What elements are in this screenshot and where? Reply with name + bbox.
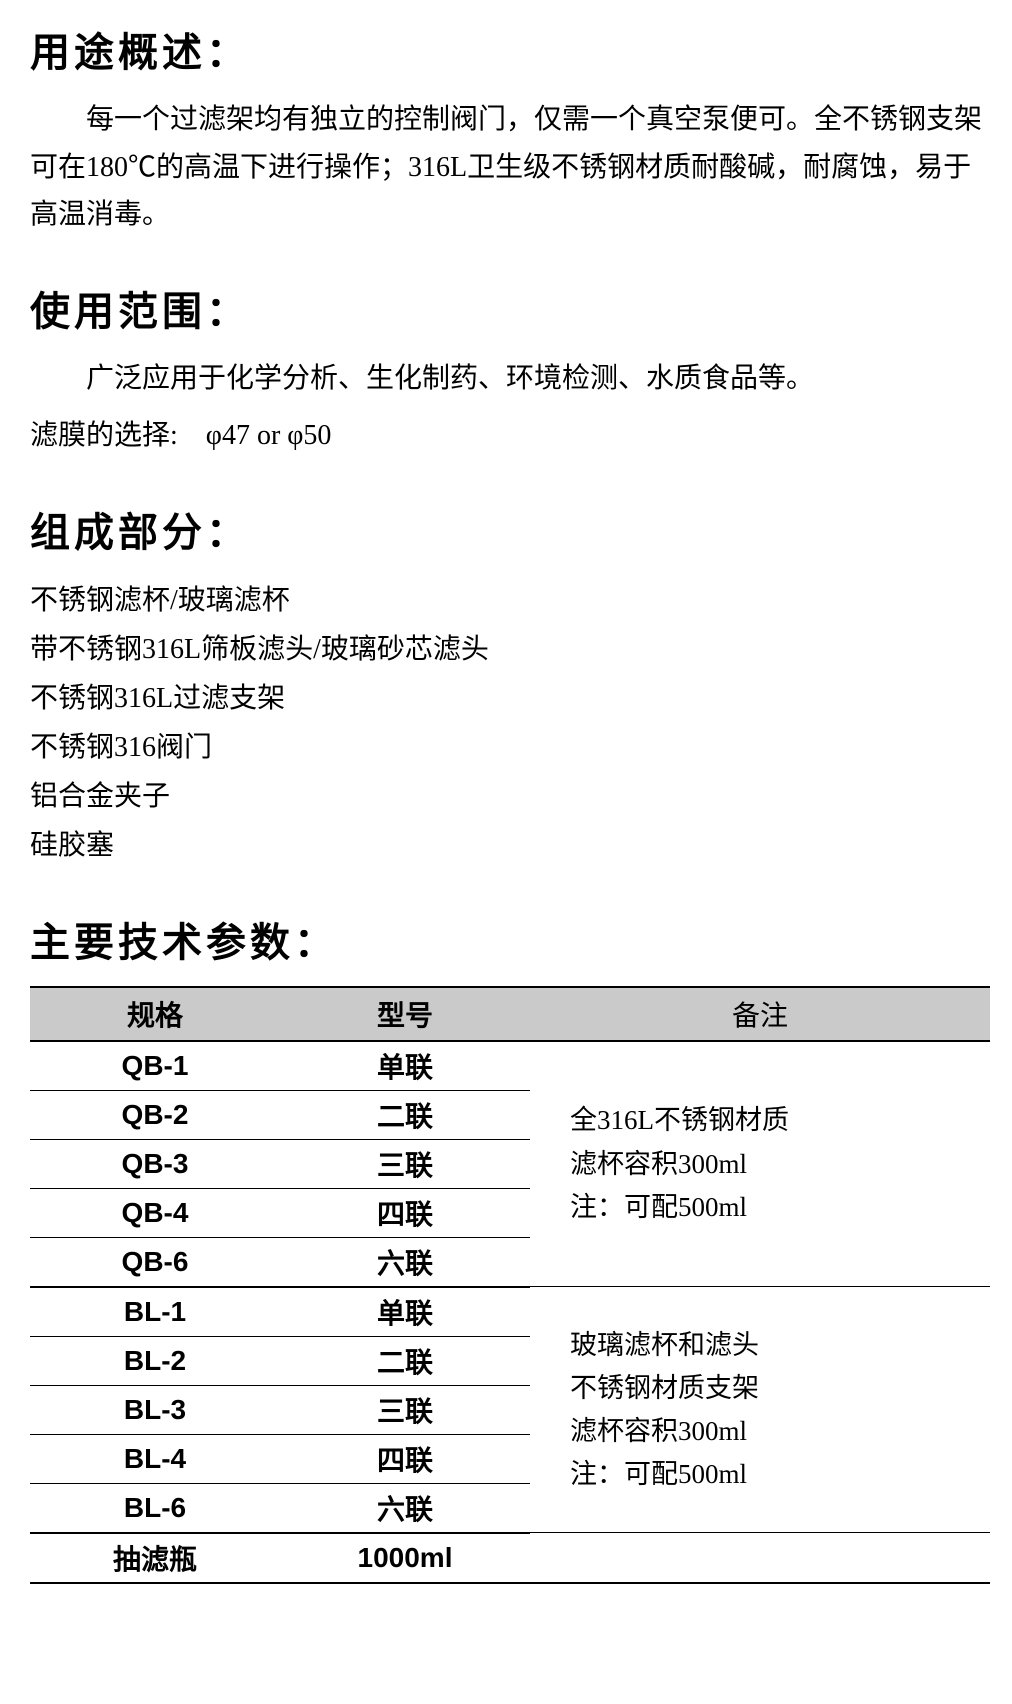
cell-spec: QB-2 <box>30 1090 280 1139</box>
scope-title: 使用范围： <box>30 279 982 337</box>
cell-spec: BL-6 <box>30 1483 280 1533</box>
cell-spec: BL-4 <box>30 1434 280 1483</box>
scope-section: 使用范围： 广泛应用于化学分析、生化制药、环境检测、水质食品等。 滤膜的选择: … <box>30 279 982 460</box>
note-cell-group1: 全316L不锈钢材质 滤杯容积300ml 注：可配500ml <box>530 1041 990 1287</box>
cell-spec: BL-1 <box>30 1287 280 1337</box>
specs-title: 主要技术参数： <box>30 910 982 968</box>
table-header-row: 规格 型号 备注 <box>30 987 990 1041</box>
table-row: 抽滤瓶 1000ml <box>30 1533 990 1583</box>
cell-spec: 抽滤瓶 <box>30 1533 280 1583</box>
specs-section: 主要技术参数： 规格 型号 备注 QB-1 单联 全316L不锈钢材质 滤杯容积… <box>30 910 982 1584</box>
cell-spec: QB-3 <box>30 1139 280 1188</box>
components-title: 组成部分： <box>30 500 982 558</box>
cell-spec: BL-3 <box>30 1385 280 1434</box>
specs-table: 规格 型号 备注 QB-1 单联 全316L不锈钢材质 滤杯容积300ml 注：… <box>30 986 990 1584</box>
note-line: 注：可配500ml <box>570 1459 747 1489</box>
note-line: 滤杯容积300ml <box>570 1416 747 1446</box>
component-item: 铝合金夹子 <box>30 772 982 821</box>
header-note: 备注 <box>530 987 990 1041</box>
component-item: 带不锈钢316L筛板滤头/玻璃砂芯滤头 <box>30 625 982 674</box>
cell-model: 六联 <box>280 1483 530 1533</box>
scope-text1: 广泛应用于化学分析、生化制药、环境检测、水质食品等。 <box>30 355 982 403</box>
overview-section: 用途概述： 每一个过滤架均有独立的控制阀门，仅需一个真空泵便可。全不锈钢支架可在… <box>30 20 982 239</box>
cell-spec: QB-6 <box>30 1237 280 1287</box>
cell-model: 单联 <box>280 1041 530 1091</box>
component-item: 不锈钢滤杯/玻璃滤杯 <box>30 576 982 625</box>
cell-model: 三联 <box>280 1385 530 1434</box>
header-model: 型号 <box>280 987 530 1041</box>
cell-spec: BL-2 <box>30 1336 280 1385</box>
cell-model: 二联 <box>280 1090 530 1139</box>
components-section: 组成部分： 不锈钢滤杯/玻璃滤杯 带不锈钢316L筛板滤头/玻璃砂芯滤头 不锈钢… <box>30 500 982 870</box>
cell-spec: QB-4 <box>30 1188 280 1237</box>
cell-model: 四联 <box>280 1188 530 1237</box>
component-item: 不锈钢316L过滤支架 <box>30 674 982 723</box>
cell-model: 单联 <box>280 1287 530 1337</box>
cell-model: 二联 <box>280 1336 530 1385</box>
note-line: 玻璃滤杯和滤头 <box>570 1330 759 1360</box>
cell-spec: QB-1 <box>30 1041 280 1091</box>
component-item: 不锈钢316阀门 <box>30 723 982 772</box>
overview-text: 每一个过滤架均有独立的控制阀门，仅需一个真空泵便可。全不锈钢支架可在180℃的高… <box>30 96 982 239</box>
table-row: BL-1 单联 玻璃滤杯和滤头 不锈钢材质支架 滤杯容积300ml 注：可配50… <box>30 1287 990 1337</box>
cell-model: 1000ml <box>280 1533 530 1583</box>
scope-text2: 滤膜的选择: φ47 or φ50 <box>30 412 982 460</box>
cell-model: 四联 <box>280 1434 530 1483</box>
note-line: 不锈钢材质支架 <box>570 1373 759 1403</box>
table-row: QB-1 单联 全316L不锈钢材质 滤杯容积300ml 注：可配500ml <box>30 1041 990 1091</box>
header-spec: 规格 <box>30 987 280 1041</box>
note-line: 注：可配500ml <box>570 1192 747 1222</box>
note-line: 全316L不锈钢材质 <box>570 1105 789 1135</box>
cell-model: 六联 <box>280 1237 530 1287</box>
note-cell-group2: 玻璃滤杯和滤头 不锈钢材质支架 滤杯容积300ml 注：可配500ml <box>530 1287 990 1533</box>
note-line: 滤杯容积300ml <box>570 1149 747 1179</box>
components-list: 不锈钢滤杯/玻璃滤杯 带不锈钢316L筛板滤头/玻璃砂芯滤头 不锈钢316L过滤… <box>30 576 982 870</box>
cell-model: 三联 <box>280 1139 530 1188</box>
cell-empty <box>530 1533 990 1583</box>
component-item: 硅胶塞 <box>30 821 982 870</box>
overview-title: 用途概述： <box>30 20 982 78</box>
